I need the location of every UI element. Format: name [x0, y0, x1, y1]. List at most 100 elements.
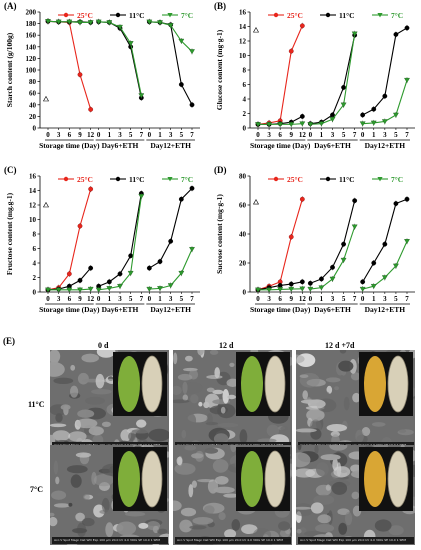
data-point [55, 19, 62, 25]
x-tick-label: 3 [267, 295, 271, 303]
data-point [95, 287, 102, 293]
data-point [370, 284, 377, 289]
data-point [351, 224, 358, 230]
banana-photo-inset [236, 447, 290, 511]
data-point [127, 270, 134, 276]
x-tick-label: 1 [108, 131, 112, 139]
x-tick-label: 12 [299, 295, 307, 303]
data-point [341, 241, 346, 247]
x-tick-label: 0 [148, 131, 152, 139]
x-tick-label: 6 [278, 295, 282, 303]
y-axis-label: Glucose content (mg·g-1) [215, 29, 224, 110]
data-point [128, 253, 134, 259]
y-tick-label: 12 [29, 202, 37, 210]
sem-micrograph: Acc.V Spot Magn Det WD Exp 100 µm 20.0 k… [50, 350, 169, 450]
group-label: Day12+ETH [150, 141, 191, 150]
banana-slices [364, 450, 409, 508]
y-tick-label: 20 [239, 260, 247, 268]
x-tick-label: 3 [118, 295, 122, 303]
group-label: Day6+ETH [314, 141, 351, 150]
x-tick-label: 7 [405, 131, 409, 139]
legend-label: 25°C [287, 11, 303, 20]
sem-image-grid: Acc.V Spot Magn Det WD Exp 100 µm 20.0 k… [50, 335, 418, 545]
data-point [146, 265, 152, 271]
x-tick-label: 9 [78, 131, 82, 139]
x-tick-label: 3 [57, 295, 61, 303]
x-tick-label: 0 [309, 295, 313, 303]
x-tick-label: 7 [353, 131, 357, 139]
x-tick-label: 1 [320, 131, 324, 139]
data-point [393, 201, 399, 206]
x-tick-label: 0 [256, 295, 260, 303]
sem-info-text: Acc.V Spot Magn Det WD Exp 100 µm 20.0 k… [300, 538, 406, 542]
x-tick-label: 5 [342, 295, 346, 303]
series-line-11c [362, 198, 408, 283]
data-point [277, 122, 284, 128]
data-point [299, 196, 305, 202]
series-line-7c [310, 33, 356, 125]
data-point [318, 121, 325, 127]
data-point [66, 271, 72, 277]
data-point [77, 20, 83, 26]
banana-photo-inset [236, 352, 290, 416]
x-tick-label: 5 [129, 295, 133, 303]
data-point [382, 93, 388, 99]
banana-slices [241, 450, 286, 508]
y-tick-label: 14 [29, 187, 37, 195]
data-point [45, 19, 51, 25]
data-point [404, 239, 410, 245]
sem-column-label-12d: 12 d [219, 341, 234, 350]
x-tick-label: 12 [87, 295, 95, 303]
data-point [288, 234, 294, 240]
y-tick-label: 10 [29, 216, 37, 224]
panel-label-e: (E) [3, 336, 15, 346]
data-point [340, 102, 347, 108]
group-label: Day6+ETH [314, 305, 351, 314]
data-point [393, 32, 399, 37]
series-line-7c [362, 241, 408, 290]
data-point [288, 122, 295, 128]
sem-micrograph: Acc.V Spot Magn Det WD Exp 100 µm 20.0 k… [296, 350, 415, 450]
x-tick-label: 3 [331, 131, 335, 139]
y-tick-label: 4 [243, 96, 247, 104]
data-point [178, 82, 184, 87]
data-point [360, 112, 366, 118]
legend-label: 7°C [181, 11, 193, 20]
group-label: Day12+ETH [365, 141, 406, 150]
data-point [319, 276, 324, 282]
sem-column-label-0d: 0 d [98, 341, 109, 350]
data-point [45, 287, 51, 293]
legend-marker [63, 176, 69, 182]
legend-label: 7°C [181, 175, 193, 184]
x-tick-label: 6 [68, 295, 72, 303]
x-tick-label: 5 [394, 131, 398, 139]
data-point [66, 287, 73, 293]
data-point [168, 238, 174, 244]
series-line-11c [310, 200, 356, 284]
banana-slices [364, 355, 409, 413]
x-tick-label: 7 [140, 131, 144, 139]
legend-marker [167, 13, 173, 18]
data-point [299, 279, 305, 285]
banana-slices [241, 355, 286, 413]
x-tick-label: 9 [290, 295, 294, 303]
x-tick-label: 0 [148, 295, 152, 303]
x-tick-label: 0 [46, 295, 50, 303]
sem-micrograph: Acc.V Spot Magn Det WD Exp 100 µm 20.0 k… [50, 445, 169, 545]
data-point [146, 286, 153, 292]
data-point [307, 280, 313, 286]
data-point [370, 120, 377, 126]
sem-micrograph: Acc.V Spot Magn Det WD Exp 100 µm 20.0 k… [173, 350, 292, 450]
data-point [404, 196, 410, 202]
data-point [189, 185, 195, 191]
y-axis-label: Starch content (g/100g) [5, 32, 14, 107]
panel-label-b: (B) [214, 1, 226, 11]
data-point [382, 241, 388, 247]
y-tick-label: 2 [243, 110, 247, 118]
y-tick-label: 80 [239, 173, 247, 181]
x-tick-label: 0 [361, 295, 365, 303]
x-tick-label: 9 [78, 295, 82, 303]
x-tick-label: 6 [68, 131, 72, 139]
